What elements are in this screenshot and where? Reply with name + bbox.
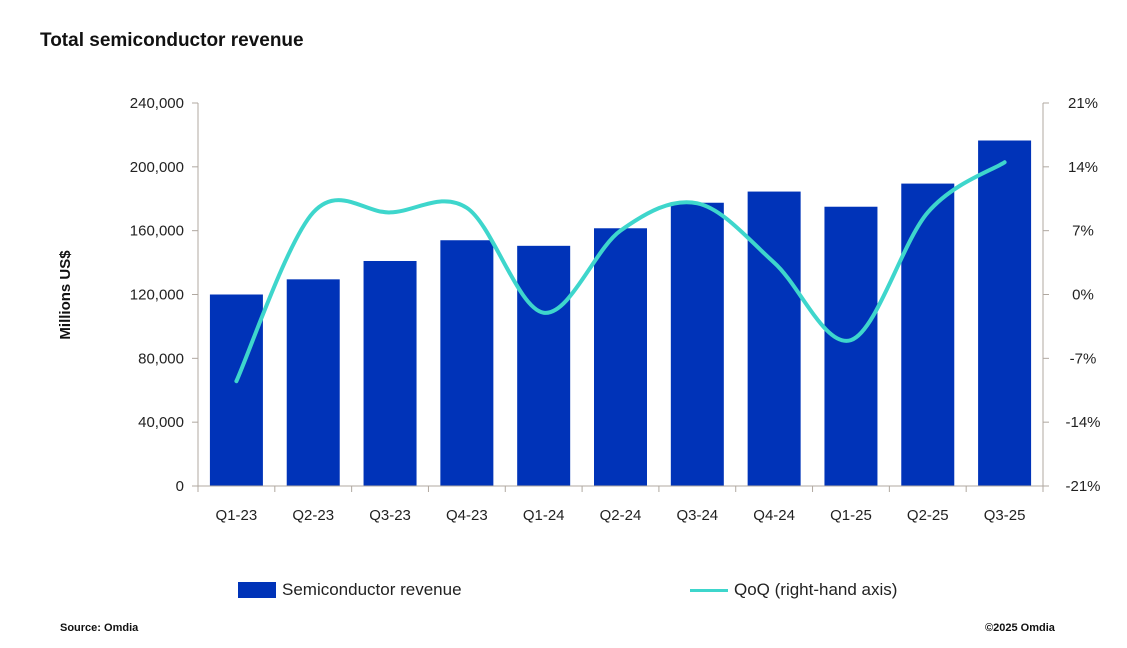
x-axis-ticks: Q1-23 Q2-23 Q3-23 Q4-23 Q1-24 Q2-24 Q3-24 Q4-24… bbox=[216, 507, 1026, 524]
y-axis-label: Millions US$ bbox=[57, 250, 74, 340]
revenue-bar bbox=[209, 294, 263, 486]
y-left-tick-label: 80,000 bbox=[138, 350, 184, 367]
legend-swatch-line bbox=[690, 588, 728, 592]
qoq-line bbox=[234, 160, 1007, 384]
y-left-tick-label: 240,000 bbox=[130, 95, 184, 112]
revenue-bars bbox=[209, 140, 1032, 487]
y-left-tick-label: 160,000 bbox=[130, 223, 184, 240]
revenue-bar bbox=[517, 245, 571, 486]
chart-title: Total semiconductor revenue bbox=[40, 30, 304, 51]
x-tick-label: Q2-23 bbox=[292, 507, 334, 524]
y-right-tick-label: 7% bbox=[1072, 223, 1094, 240]
x-tick-label: Q1-23 bbox=[216, 507, 258, 524]
legend-swatch-bar bbox=[238, 582, 276, 598]
y-right-tick-label: 0% bbox=[1072, 287, 1094, 304]
x-tick-label: Q1-25 bbox=[830, 507, 872, 524]
legend-label-revenue: Semiconductor revenue bbox=[282, 580, 462, 599]
revenue-bar bbox=[978, 140, 1032, 487]
source-note: Source: Omdia bbox=[60, 622, 139, 634]
revenue-bar bbox=[594, 228, 647, 486]
y-right-tick-label: -21% bbox=[1065, 478, 1100, 495]
y-left-tick-label: 0 bbox=[176, 478, 184, 495]
y-axis-right-ticks: 21% 14% 7% 0% -7% -14% -21% bbox=[1043, 95, 1101, 495]
y-right-tick-label: -7% bbox=[1070, 350, 1097, 367]
legend-label-qoq: QoQ (right-hand axis) bbox=[734, 580, 898, 599]
revenue-bar bbox=[286, 279, 340, 486]
x-tick-label: Q2-25 bbox=[907, 507, 949, 524]
y-right-tick-label: -14% bbox=[1065, 414, 1100, 431]
legend-item-qoq: QoQ (right-hand axis) bbox=[690, 580, 897, 600]
axes bbox=[197, 103, 1044, 492]
revenue-bar bbox=[747, 191, 801, 486]
y-left-tick-label: 200,000 bbox=[130, 159, 184, 176]
x-tick-label: Q3-25 bbox=[984, 507, 1026, 524]
x-tick-label: Q3-23 bbox=[369, 507, 411, 524]
x-tick-label: Q1-24 bbox=[523, 507, 565, 524]
chart: 240,000 200,000 160,000 120,000 80,000 40,000… bbox=[57, 95, 1101, 524]
qoq-line-layer bbox=[234, 160, 1007, 384]
y-left-tick-label: 40,000 bbox=[138, 414, 184, 431]
legend-item-revenue: Semiconductor revenue bbox=[238, 580, 462, 600]
revenue-bar bbox=[363, 260, 417, 486]
y-right-tick-label: 21% bbox=[1068, 95, 1098, 112]
x-tick-label: Q2-24 bbox=[600, 507, 642, 524]
revenue-bar bbox=[670, 202, 724, 487]
y-axis-left-ticks: 240,000 200,000 160,000 120,000 80,000 40,000… bbox=[130, 95, 198, 495]
revenue-bar bbox=[901, 183, 955, 486]
revenue-bar bbox=[440, 240, 494, 486]
x-tick-label: Q4-23 bbox=[446, 507, 488, 524]
y-right-tick-label: 14% bbox=[1068, 159, 1098, 176]
x-tick-label: Q4-24 bbox=[753, 507, 795, 524]
y-left-tick-label: 120,000 bbox=[130, 287, 184, 304]
revenue-bar bbox=[824, 206, 878, 486]
copyright-note: ©2025 Omdia bbox=[985, 622, 1055, 634]
x-tick-label: Q3-24 bbox=[676, 507, 718, 524]
